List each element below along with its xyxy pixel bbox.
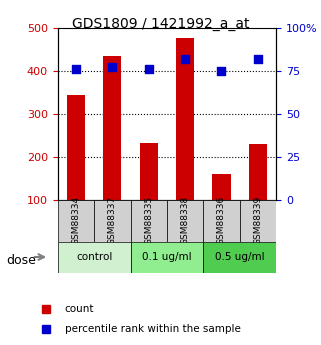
Bar	[249, 144, 267, 200]
Text: GSM88336: GSM88336	[217, 196, 226, 245]
Point	[183, 56, 188, 61]
FancyBboxPatch shape	[203, 241, 276, 273]
FancyBboxPatch shape	[131, 200, 167, 242]
FancyBboxPatch shape	[131, 241, 203, 273]
Text: GSM88337: GSM88337	[108, 196, 117, 245]
Point	[255, 56, 260, 61]
Bar	[140, 143, 158, 200]
Text: 0.5 ug/ml: 0.5 ug/ml	[215, 252, 265, 262]
Point	[146, 66, 151, 72]
Text: GSM88335: GSM88335	[144, 196, 153, 245]
Bar	[213, 174, 230, 200]
Text: 0.1 ug/ml: 0.1 ug/ml	[142, 252, 192, 262]
FancyBboxPatch shape	[94, 200, 131, 242]
Text: dose: dose	[6, 254, 36, 267]
Text: GDS1809 / 1421992_a_at: GDS1809 / 1421992_a_at	[72, 17, 249, 31]
Text: count: count	[65, 304, 94, 314]
Point	[110, 65, 115, 70]
Point	[219, 68, 224, 73]
Point	[74, 66, 79, 72]
Bar	[67, 95, 85, 200]
Text: GSM88338: GSM88338	[181, 196, 190, 245]
Bar	[103, 56, 121, 200]
FancyBboxPatch shape	[203, 200, 240, 242]
Text: GSM88339: GSM88339	[253, 196, 262, 245]
Text: control: control	[76, 252, 112, 262]
Text: GSM88334: GSM88334	[72, 196, 81, 245]
FancyBboxPatch shape	[240, 200, 276, 242]
FancyBboxPatch shape	[58, 200, 94, 242]
FancyBboxPatch shape	[58, 241, 131, 273]
Bar	[176, 38, 194, 200]
FancyBboxPatch shape	[167, 200, 203, 242]
Text: percentile rank within the sample: percentile rank within the sample	[65, 324, 241, 334]
